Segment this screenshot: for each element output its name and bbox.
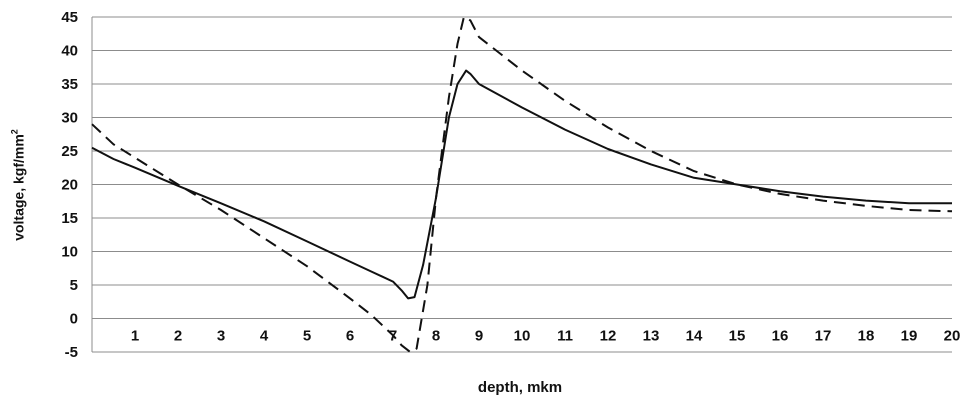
x-tick-label: 13: [643, 328, 660, 345]
x-tick-label: 8: [432, 328, 440, 345]
y-axis-title-superscript: 2: [9, 129, 20, 135]
x-tick-label: 18: [858, 328, 875, 345]
series-line-dashed: [91, 16, 953, 353]
x-tick-label: 12: [600, 328, 617, 345]
x-tick-labels: 1 2 3 4 5 6 7 8 9 10 11 12 13 14 15 16 17 18 19 20: [131, 328, 961, 345]
y-axis-title-wrap: voltage, kgf/mm2: [2, 0, 32, 403]
y-tick-label: 25: [61, 143, 78, 160]
y-tick-label: 0: [70, 311, 78, 328]
x-tick-label: 14: [686, 328, 703, 345]
series-lines: [91, 16, 953, 353]
y-tick-label: 5: [70, 277, 78, 294]
x-tick-label: 3: [217, 328, 225, 345]
y-tick-label: 15: [61, 210, 78, 227]
y-tick-label: 10: [61, 244, 78, 261]
x-tick-label: 10: [514, 328, 531, 345]
y-tick-label: 35: [61, 76, 78, 93]
y-tick-label: 40: [61, 43, 78, 60]
x-tick-label: 4: [260, 328, 269, 345]
y-axis-title: voltage, kgf/mm2: [10, 129, 27, 241]
x-tick-label: 1: [131, 328, 139, 345]
y-tick-label: -5: [65, 344, 78, 361]
grid-lines: [91, 16, 952, 353]
x-tick-label: 2: [174, 328, 182, 345]
x-tick-label: 11: [557, 328, 573, 345]
x-tick-label: 19: [901, 328, 918, 345]
x-tick-label: 20: [944, 328, 961, 345]
y-tick-label: 20: [61, 177, 78, 194]
y-axis-title-text: voltage, kgf/mm: [10, 134, 27, 241]
y-tick-label: 45: [61, 9, 78, 26]
y-tick-label: 30: [61, 110, 78, 127]
series-line-solid: [91, 69, 952, 300]
x-tick-label: 5: [303, 328, 311, 345]
x-tick-label: 6: [346, 328, 354, 345]
x-tick-label: 9: [475, 328, 483, 345]
y-tick-labels: -5 0 5 10 15 20 25 30 35 40 45: [61, 9, 78, 361]
x-axis-title: depth, mkm: [478, 379, 562, 396]
x-tick-label: 17: [815, 328, 832, 345]
x-tick-label: 16: [772, 328, 789, 345]
x-tick-label: 15: [729, 328, 746, 345]
